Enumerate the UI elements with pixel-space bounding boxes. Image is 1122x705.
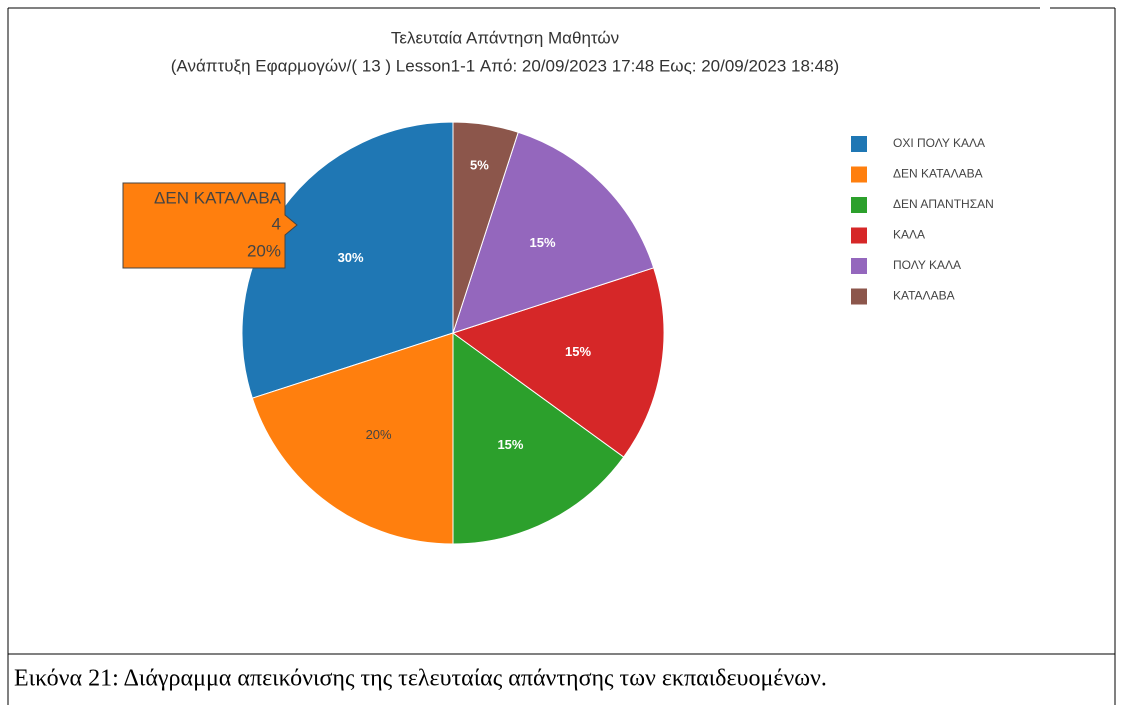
- slice-label: 30%: [338, 250, 364, 265]
- tooltip-box: [122, 182, 298, 269]
- pie-slice: [251, 332, 454, 545]
- legend-label: ΔΕΝ ΑΠΑΝΤΗΣΑΝ: [893, 197, 994, 211]
- legend-label: ΟΧΙ ΠΟΛΥ ΚΑΛΑ: [893, 136, 985, 150]
- pie-slice: [452, 121, 519, 334]
- legend-label: ΔΕΝ ΚΑΤΑΛΑΒΑ: [893, 167, 983, 181]
- slice-label: 15%: [497, 437, 523, 452]
- slice-label: 20%: [366, 427, 392, 442]
- legend-swatch: [851, 227, 867, 244]
- pie-slice: [452, 131, 655, 334]
- legend-swatch: [851, 197, 867, 213]
- caption: Εικόνα 21: Διάγραμμα απεικόνισης της τελ…: [14, 666, 827, 692]
- tooltip-percent: 20%: [247, 241, 281, 260]
- legend-label: ΚΑΛΑ: [893, 228, 925, 242]
- slice-label: 15%: [530, 235, 556, 250]
- tooltip-label: ΔΕΝ ΚΑΤΑΛΑΒΑ: [154, 188, 282, 207]
- legend-swatch: [851, 258, 867, 274]
- tooltip-count: 4: [272, 214, 281, 233]
- legend: ΟΧΙ ΠΟΛΥ ΚΑΛΑ ΔΕΝ ΚΑΤΑΛΑΒΑ ΔΕΝ ΑΠΑΝΤΗΣΑΝ ΚΑ…: [851, 136, 994, 305]
- chart-subtitle: (Ανάπτυξη Εφαρμογών/( 13 ) Lesson1-1 Από…: [171, 56, 839, 75]
- slice-label: 15%: [565, 344, 591, 359]
- legend-swatch: [851, 166, 867, 183]
- legend-label: ΠΟΛΥ ΚΑΛΑ: [893, 258, 961, 272]
- pie-slice: [452, 332, 625, 545]
- pie: 30% 20% 15% 15% 15% 5%: [241, 121, 665, 545]
- slice-label: 5%: [470, 158, 489, 173]
- pie-slice: [451, 267, 665, 458]
- hover-tooltip: ΔΕΝ ΚΑΤΑΛΑΒΑ 4 20%: [122, 182, 298, 269]
- legend-label: ΚΑΤΑΛΑΒΑ: [893, 289, 955, 303]
- chart-title: Τελευταία Απάντηση Μαθητών: [391, 28, 619, 47]
- legend-swatch: [851, 136, 867, 152]
- legend-swatch: [851, 288, 867, 305]
